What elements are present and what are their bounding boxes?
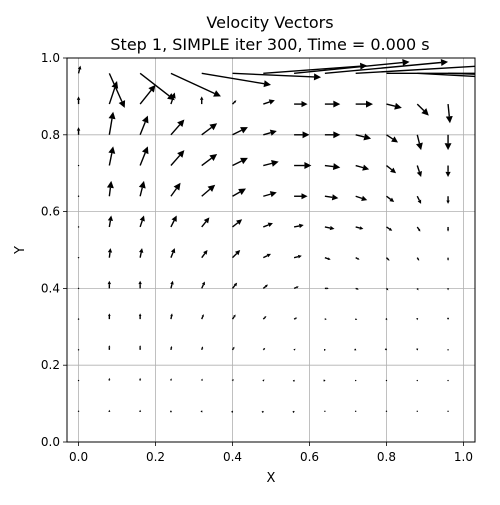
velocity-arrow <box>78 196 79 197</box>
velocity-arrow <box>355 411 356 412</box>
y-axis-label: Y <box>13 246 28 255</box>
velocity-arrow-dot <box>447 411 448 412</box>
velocity-arrow-shaft <box>386 288 387 289</box>
y-tick-label: 0.8 <box>41 128 60 142</box>
y-tick-label: 0.6 <box>41 205 60 219</box>
x-tick-label: 0.0 <box>69 450 88 464</box>
y-tick-label: 0.2 <box>41 358 60 372</box>
velocity-arrow-dot <box>78 349 79 350</box>
velocity-arrow <box>417 380 418 381</box>
x-tick-label: 0.6 <box>300 450 319 464</box>
velocity-arrow-dot <box>324 411 325 412</box>
y-tick-label: 0.0 <box>41 435 60 449</box>
velocity-arrow-dot <box>78 318 79 319</box>
velocity-arrow-dot <box>417 380 418 381</box>
velocity-arrow <box>324 411 325 412</box>
velocity-arrow <box>447 349 448 350</box>
velocity-arrow <box>78 257 79 258</box>
y-tick-label: 0.4 <box>41 281 60 295</box>
velocity-arrow <box>78 288 79 289</box>
velocity-arrow <box>78 165 79 166</box>
velocity-arrow-dot <box>78 411 79 412</box>
x-tick-label: 1.0 <box>454 450 473 464</box>
velocity-arrow-shaft <box>109 252 110 257</box>
velocity-arrow <box>355 380 356 381</box>
velocity-arrow <box>447 380 448 381</box>
velocity-arrow-shaft <box>202 316 203 319</box>
chart-title: Velocity Vectors <box>206 13 333 32</box>
velocity-arrow-dot <box>447 380 448 381</box>
x-tick-label: 0.2 <box>146 450 165 464</box>
velocity-arrow <box>78 380 79 381</box>
velocity-arrow-dot <box>447 349 448 350</box>
velocity-arrow-dot <box>78 196 79 197</box>
velocity-arrow-shaft <box>356 258 358 259</box>
velocity-arrow-dot <box>355 411 356 412</box>
velocity-arrow-shaft <box>417 258 418 259</box>
velocity-arrow <box>78 349 79 350</box>
velocity-arrow-dot <box>78 257 79 258</box>
x-tick-label: 0.4 <box>223 450 242 464</box>
velocity-arrow <box>386 411 387 412</box>
x-tick-label: 0.8 <box>377 450 396 464</box>
velocity-arrow <box>78 318 79 319</box>
velocity-arrow-dot <box>386 411 387 412</box>
y-tick-label: 1.0 <box>41 51 60 65</box>
velocity-arrow-dot <box>417 411 418 412</box>
velocity-arrow-dot <box>386 380 387 381</box>
x-axis-label: X <box>267 471 276 486</box>
velocity-arrow <box>78 411 79 412</box>
velocity-arrow-shaft <box>233 348 234 349</box>
velocity-arrow-dot <box>78 380 79 381</box>
velocity-arrow-shaft <box>294 287 297 288</box>
velocity-arrow <box>78 226 79 227</box>
velocity-arrow <box>417 411 418 412</box>
velocity-arrow-shaft <box>171 316 172 319</box>
velocity-arrow-dot <box>355 380 356 381</box>
velocity-arrow-dot <box>78 288 79 289</box>
velocity-arrow <box>386 380 387 381</box>
velocity-arrow-shaft <box>202 348 203 350</box>
velocity-arrow-shaft <box>294 318 295 319</box>
velocity-arrow-dot <box>78 165 79 166</box>
velocity-arrow <box>447 411 448 412</box>
velocity-arrow-shaft <box>263 349 264 350</box>
chart-subtitle: Step 1, SIMPLE iter 300, Time = 0.000 s <box>110 35 429 54</box>
velocity-arrow-dot <box>78 226 79 227</box>
